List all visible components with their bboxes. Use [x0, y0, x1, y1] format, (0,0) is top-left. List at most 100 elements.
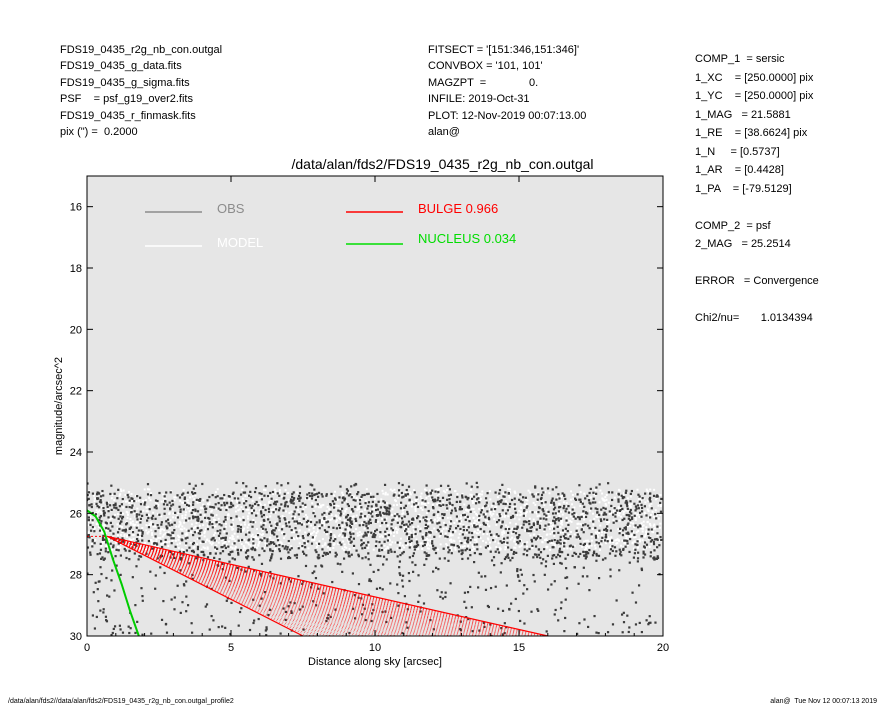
obs-point	[567, 523, 570, 527]
bulge-wedge	[87, 535, 548, 636]
obs-point	[588, 549, 591, 552]
model-point	[297, 492, 300, 495]
obs-point	[113, 516, 116, 519]
obs-point	[397, 604, 400, 607]
obs-point	[486, 544, 490, 548]
obs-point	[271, 553, 274, 556]
obs-point	[473, 543, 476, 546]
model-point	[568, 519, 571, 522]
obs-point	[196, 519, 199, 522]
obs-point	[396, 513, 399, 516]
obs-point	[214, 496, 217, 499]
model-point	[559, 498, 562, 501]
model-point	[383, 521, 386, 524]
model-point	[242, 528, 245, 531]
model-point	[386, 493, 389, 496]
obs-point	[468, 520, 471, 523]
obs-point	[530, 538, 533, 542]
obs-point	[364, 556, 367, 559]
model-point	[246, 517, 249, 520]
obs-point	[658, 544, 661, 547]
obs-point	[652, 542, 656, 546]
model-point	[244, 494, 247, 497]
model-point	[581, 500, 584, 503]
model-point	[571, 493, 574, 496]
bulge-ray	[107, 536, 393, 636]
model-point	[287, 541, 290, 544]
model-point	[622, 546, 625, 549]
obs-point	[119, 520, 123, 523]
obs-point	[494, 491, 497, 494]
obs-point	[564, 533, 567, 536]
obs-point	[321, 554, 325, 558]
model-point	[512, 505, 515, 508]
obs-point	[525, 554, 529, 557]
obs-point	[166, 503, 169, 506]
model-point	[619, 495, 622, 498]
model-point	[380, 498, 383, 501]
model-point	[467, 545, 470, 548]
model-point	[525, 503, 528, 506]
model-point	[436, 488, 439, 491]
obs-point	[441, 516, 444, 520]
obs-point	[429, 492, 432, 495]
obs-point	[471, 536, 474, 539]
obs-point	[604, 527, 608, 531]
model-point	[559, 519, 562, 522]
model-point	[639, 497, 642, 500]
obs-point	[390, 523, 393, 526]
obs-point	[208, 495, 211, 499]
model-point	[93, 497, 96, 500]
obs-point	[332, 539, 335, 542]
obs-point	[438, 521, 441, 524]
model-point	[162, 533, 165, 536]
model-point	[479, 524, 482, 527]
obs-point	[245, 499, 248, 503]
obs-point	[518, 540, 521, 543]
obs-point	[261, 527, 265, 530]
obs-point	[477, 497, 480, 500]
model-point	[255, 546, 258, 549]
obs-point	[304, 546, 307, 549]
side-panel-line-3: 1_MAG = 21.5881	[695, 108, 791, 121]
obs-point	[499, 526, 503, 529]
model-point	[304, 531, 307, 534]
obs-point	[353, 484, 356, 487]
obs-point	[645, 543, 649, 546]
model-point	[159, 532, 162, 535]
model-point	[336, 498, 339, 501]
obs-point	[253, 490, 257, 494]
obs-point	[198, 537, 201, 540]
obs-point	[572, 515, 575, 518]
obs-point	[553, 506, 557, 509]
model-point	[317, 528, 320, 531]
obs-point	[656, 546, 659, 549]
obs-point	[606, 525, 609, 528]
model-point	[499, 513, 502, 516]
obs-point	[408, 546, 411, 549]
obs-point	[551, 554, 554, 557]
obs-point	[552, 519, 555, 522]
model-point	[479, 545, 482, 548]
obs-point	[563, 504, 566, 508]
model-point	[394, 513, 397, 516]
model-point	[333, 542, 336, 545]
model-point	[185, 535, 188, 538]
model-point	[417, 503, 420, 506]
obs-point	[490, 559, 494, 562]
model-point	[508, 496, 511, 499]
obs-point	[513, 503, 516, 506]
model-point	[150, 540, 153, 543]
obs-point	[369, 521, 372, 525]
model-point	[162, 496, 165, 499]
obs-point	[369, 580, 373, 583]
model-point	[606, 527, 609, 530]
model-point	[659, 513, 662, 516]
obs-point	[119, 554, 123, 557]
obs-point	[426, 493, 429, 496]
obs-point	[356, 493, 359, 496]
model-point	[502, 492, 505, 495]
model-point	[315, 534, 318, 537]
model-point	[95, 515, 98, 518]
model-point	[471, 524, 474, 527]
